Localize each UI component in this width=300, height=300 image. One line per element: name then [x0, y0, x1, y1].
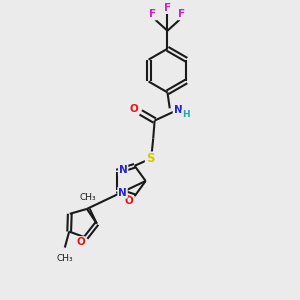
Text: F: F — [178, 10, 185, 20]
Text: O: O — [76, 237, 85, 247]
Text: F: F — [149, 10, 157, 20]
Text: N: N — [173, 105, 182, 115]
Text: F: F — [164, 3, 171, 13]
Text: S: S — [146, 152, 154, 165]
Text: O: O — [124, 196, 133, 206]
Text: O: O — [130, 104, 139, 114]
Text: CH₃: CH₃ — [80, 193, 96, 202]
Text: N: N — [118, 188, 127, 198]
Text: H: H — [182, 110, 190, 119]
Text: N: N — [119, 165, 128, 176]
Text: CH₃: CH₃ — [56, 254, 73, 263]
